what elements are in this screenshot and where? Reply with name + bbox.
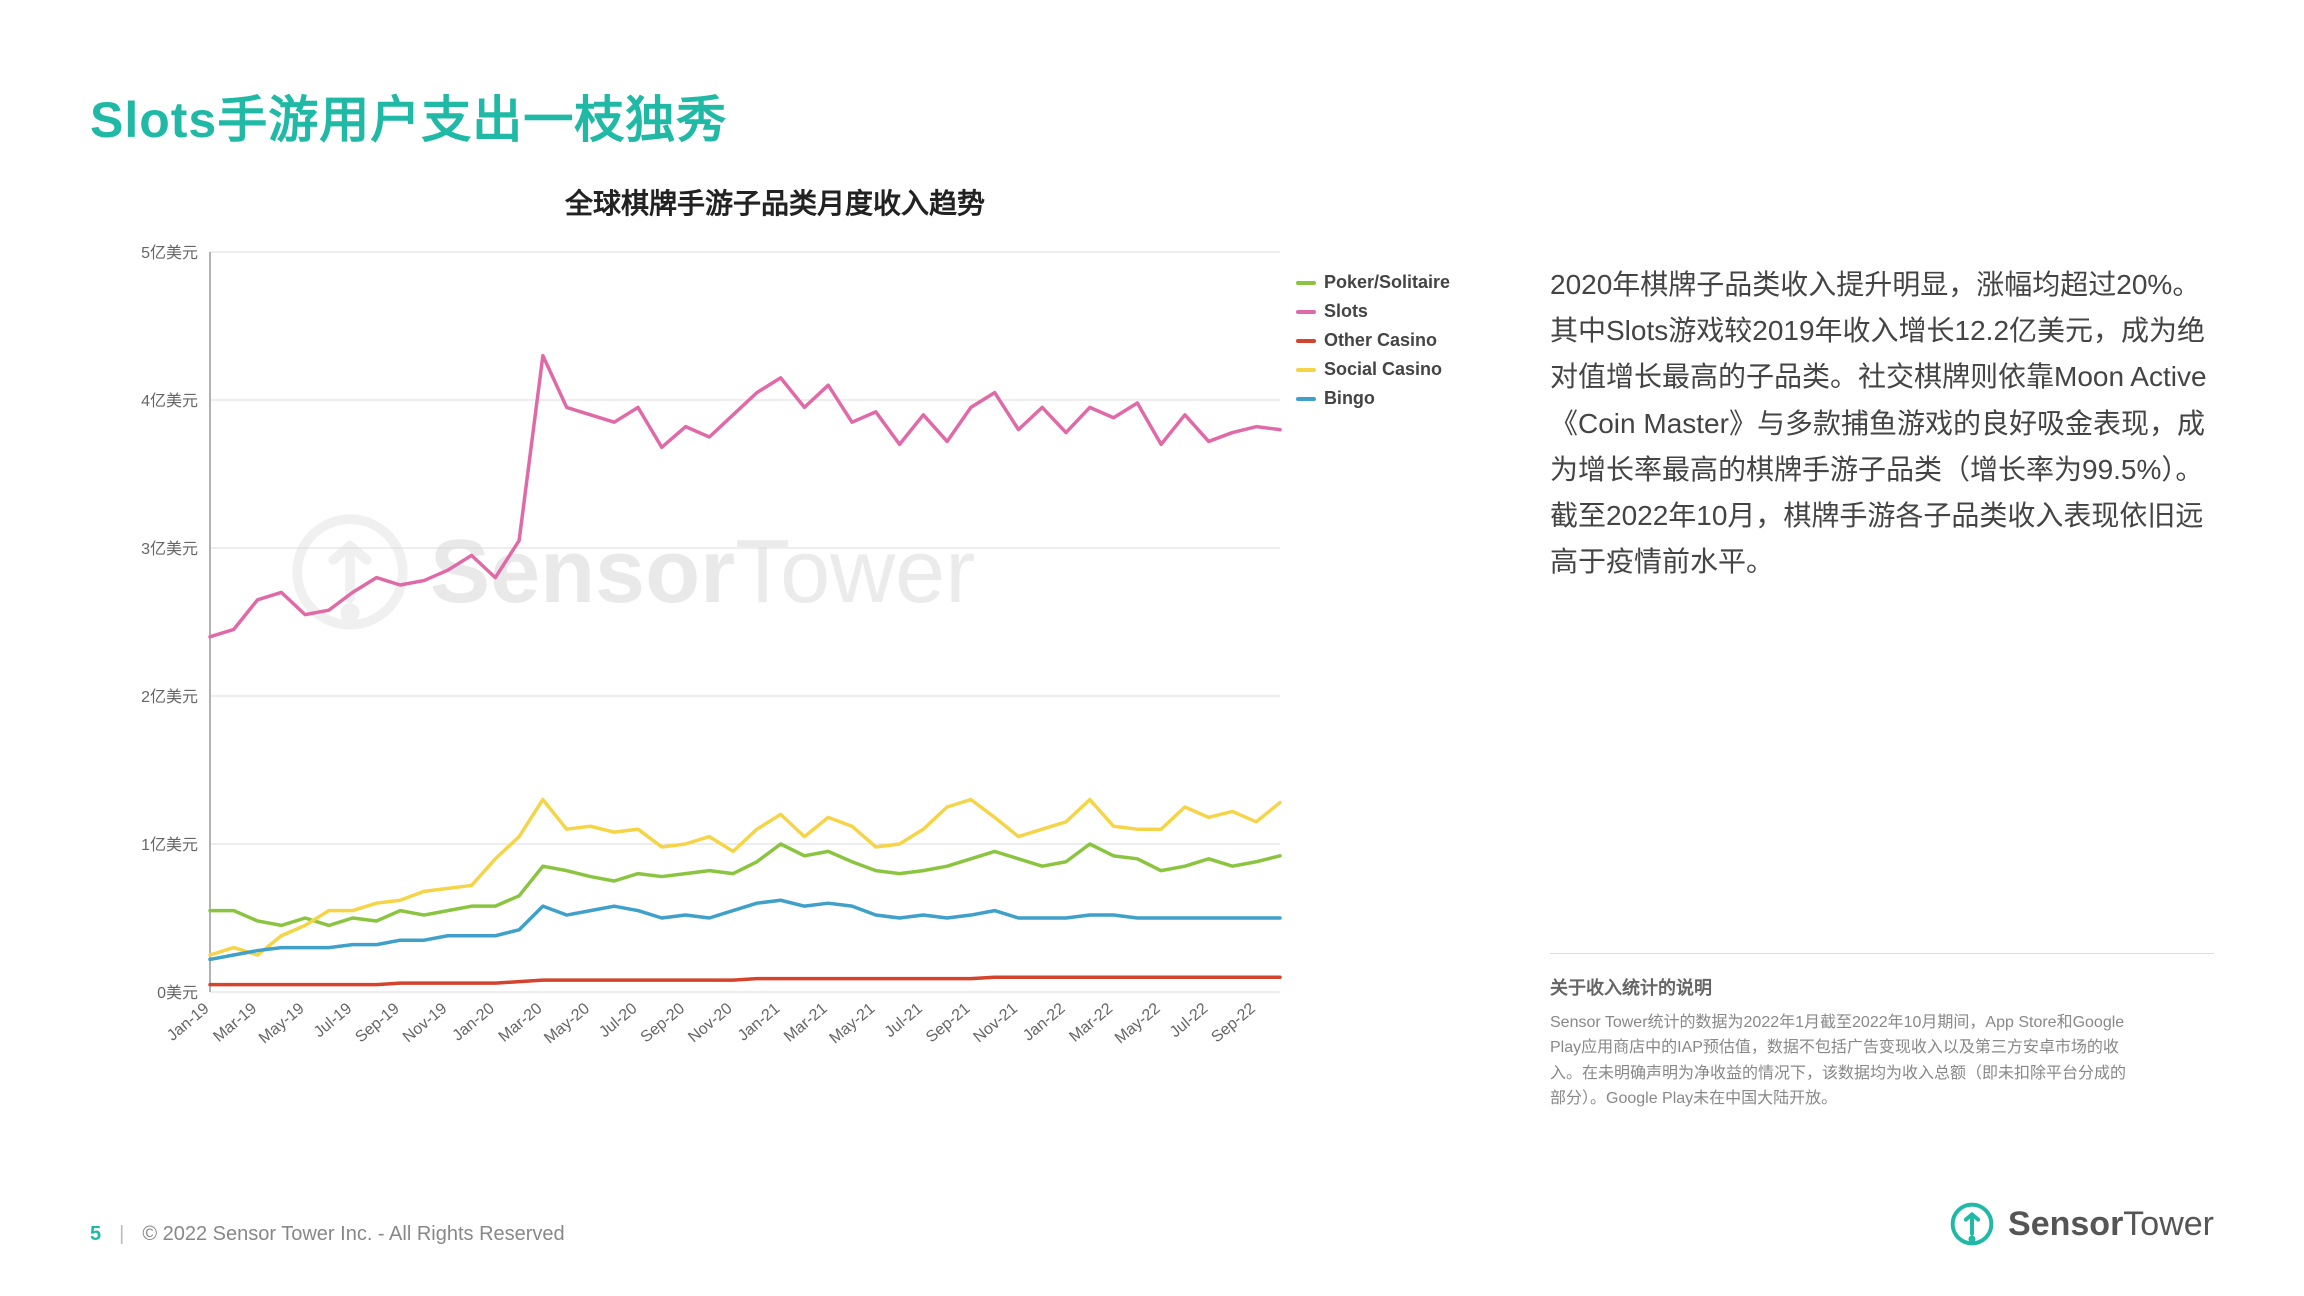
body-paragraph: 2020年棋牌子品类收入提升明显，涨幅均超过20%。其中Slots游戏较2019… [1550, 262, 2214, 585]
svg-text:0美元: 0美元 [157, 984, 198, 1002]
svg-text:Mar-20: Mar-20 [496, 1000, 546, 1046]
svg-text:Sep-22: Sep-22 [1208, 1000, 1259, 1046]
legend-item: Poker/Solitaire [1296, 272, 1450, 293]
legend-swatch [1296, 281, 1316, 285]
svg-text:3亿美元: 3亿美元 [141, 540, 198, 558]
svg-text:Jul-22: Jul-22 [1167, 1000, 1211, 1041]
svg-text:Jan-20: Jan-20 [450, 1000, 498, 1045]
svg-text:1亿美元: 1亿美元 [141, 836, 198, 854]
sensortower-icon [1950, 1202, 1994, 1246]
svg-text:5亿美元: 5亿美元 [141, 244, 198, 262]
chart-legend: Poker/Solitaire Slots Other Casino Socia… [1296, 272, 1450, 417]
chart-title: 全球棋牌手游子品类月度收入趋势 [90, 182, 1460, 222]
legend-label: Social Casino [1324, 359, 1442, 380]
legend-item: Other Casino [1296, 330, 1450, 351]
svg-text:Mar-19: Mar-19 [210, 1000, 260, 1046]
svg-text:May-19: May-19 [256, 1000, 308, 1047]
legend-label: Poker/Solitaire [1324, 272, 1450, 293]
footnote-body: Sensor Tower统计的数据为2022年1月截至2022年10月期间，Ap… [1550, 1010, 2130, 1112]
svg-text:Jan-21: Jan-21 [735, 1000, 783, 1045]
svg-text:Mar-21: Mar-21 [781, 1000, 831, 1046]
svg-text:4亿美元: 4亿美元 [141, 392, 198, 410]
svg-text:Sep-21: Sep-21 [923, 1000, 974, 1046]
legend-label: Bingo [1324, 388, 1375, 409]
legend-label: Slots [1324, 301, 1368, 322]
svg-text:Jul-20: Jul-20 [596, 1000, 640, 1041]
svg-text:Mar-22: Mar-22 [1066, 1000, 1116, 1046]
footer-divider: | [119, 1223, 124, 1246]
copyright-text: © 2022 Sensor Tower Inc. - All Rights Re… [142, 1223, 564, 1246]
legend-item: Slots [1296, 301, 1450, 322]
legend-swatch [1296, 368, 1316, 372]
svg-text:2亿美元: 2亿美元 [141, 688, 198, 706]
legend-item: Bingo [1296, 388, 1450, 409]
svg-text:Jan-22: Jan-22 [1020, 1000, 1068, 1045]
line-chart: SensorTower 0美元1亿美元2亿美元3亿美元4亿美元5亿美元Jan-1… [90, 232, 1460, 1112]
brand-logo: SensorTower [1950, 1202, 2214, 1246]
page-title: Slots手游用户支出一枝独秀 [90, 80, 2214, 152]
legend-swatch [1296, 339, 1316, 343]
footnote-title: 关于收入统计的说明 [1550, 974, 2214, 1000]
svg-text:May-22: May-22 [1112, 1000, 1164, 1047]
page-footer: 5 | © 2022 Sensor Tower Inc. - All Right… [90, 1223, 565, 1246]
svg-text:Sep-20: Sep-20 [638, 1000, 689, 1046]
svg-text:May-20: May-20 [541, 1000, 593, 1047]
svg-text:Nov-19: Nov-19 [400, 1000, 451, 1046]
svg-text:Nov-20: Nov-20 [685, 1000, 736, 1046]
legend-swatch [1296, 397, 1316, 401]
footnote-block: 关于收入统计的说明 Sensor Tower统计的数据为2022年1月截至202… [1550, 953, 2214, 1112]
svg-text:Jul-21: Jul-21 [882, 1000, 926, 1041]
svg-text:Jan-19: Jan-19 [164, 1000, 212, 1045]
legend-swatch [1296, 310, 1316, 314]
svg-text:Sep-19: Sep-19 [352, 1000, 403, 1046]
svg-text:Jul-19: Jul-19 [311, 1000, 355, 1041]
legend-label: Other Casino [1324, 330, 1437, 351]
svg-text:May-21: May-21 [827, 1000, 879, 1047]
legend-item: Social Casino [1296, 359, 1450, 380]
svg-text:Nov-21: Nov-21 [971, 1000, 1022, 1046]
chart-canvas: 0美元 1亿美元 2亿美元 3亿美元 4亿美元 5亿美元 Jan-19Mar-19May-1… [90, 232, 1460, 1112]
page-number: 5 [90, 1223, 101, 1246]
